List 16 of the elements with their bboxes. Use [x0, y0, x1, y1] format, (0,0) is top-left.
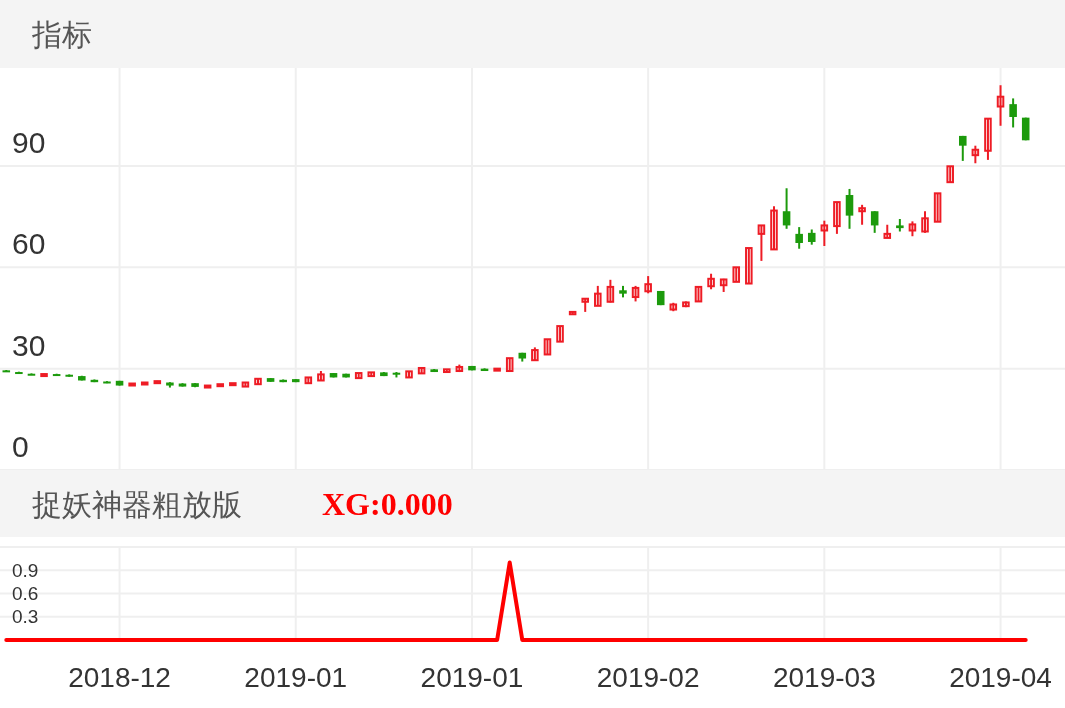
text: XG:0.000 [322, 485, 453, 522]
y-tick-label: 0 [12, 430, 29, 463]
chart-title: 捉妖神器粗放版 [32, 487, 242, 521]
x-tick-label: 2019-01 [420, 662, 524, 693]
x-tick-label: 2019-03 [772, 662, 876, 693]
chart-title: 指标 [31, 18, 92, 51]
y-tick-label: 0.6 [12, 583, 39, 604]
x-tick-label: 2019-04 [949, 662, 1052, 693]
x-tick-label: 2018-12 [68, 662, 171, 693]
y-tick-label: 0.9 [12, 559, 39, 581]
x-tick-label: 2019-01 [244, 662, 348, 693]
y-tick-label: 90 [12, 125, 46, 159]
y-tick-label: 60 [12, 227, 46, 261]
y-tick-label: 0.3 [12, 606, 39, 628]
y-tick-label: 30 [12, 328, 46, 362]
x-tick-label: 2019-02 [596, 662, 700, 693]
